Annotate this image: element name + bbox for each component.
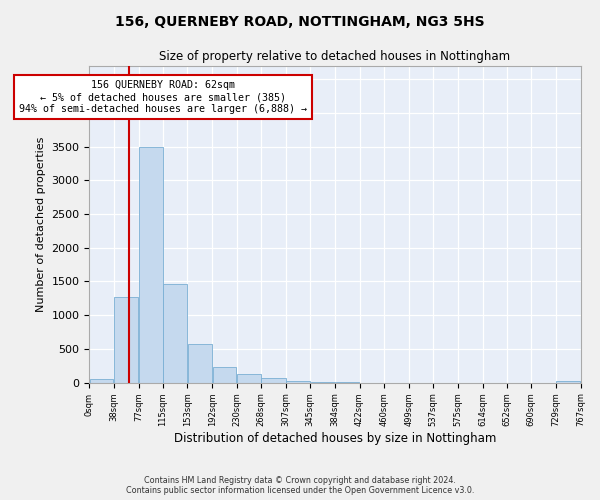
Text: 156 QUERNEBY ROAD: 62sqm
← 5% of detached houses are smaller (385)
94% of semi-d: 156 QUERNEBY ROAD: 62sqm ← 5% of detache… bbox=[19, 80, 307, 114]
Bar bbox=[89, 380, 113, 382]
Text: Contains HM Land Registry data © Crown copyright and database right 2024.
Contai: Contains HM Land Registry data © Crown c… bbox=[126, 476, 474, 495]
Text: 156, QUERNEBY ROAD, NOTTINGHAM, NG3 5HS: 156, QUERNEBY ROAD, NOTTINGHAM, NG3 5HS bbox=[115, 15, 485, 29]
Title: Size of property relative to detached houses in Nottingham: Size of property relative to detached ho… bbox=[160, 50, 511, 63]
X-axis label: Distribution of detached houses by size in Nottingham: Distribution of detached houses by size … bbox=[174, 432, 496, 445]
Bar bbox=[114, 297, 138, 382]
Bar bbox=[212, 366, 236, 382]
Bar bbox=[556, 380, 580, 382]
Y-axis label: Number of detached properties: Number of detached properties bbox=[36, 136, 46, 312]
Bar bbox=[237, 374, 260, 382]
Bar bbox=[163, 284, 187, 382]
Bar bbox=[261, 378, 286, 382]
Bar bbox=[139, 146, 163, 382]
Bar bbox=[188, 344, 212, 383]
